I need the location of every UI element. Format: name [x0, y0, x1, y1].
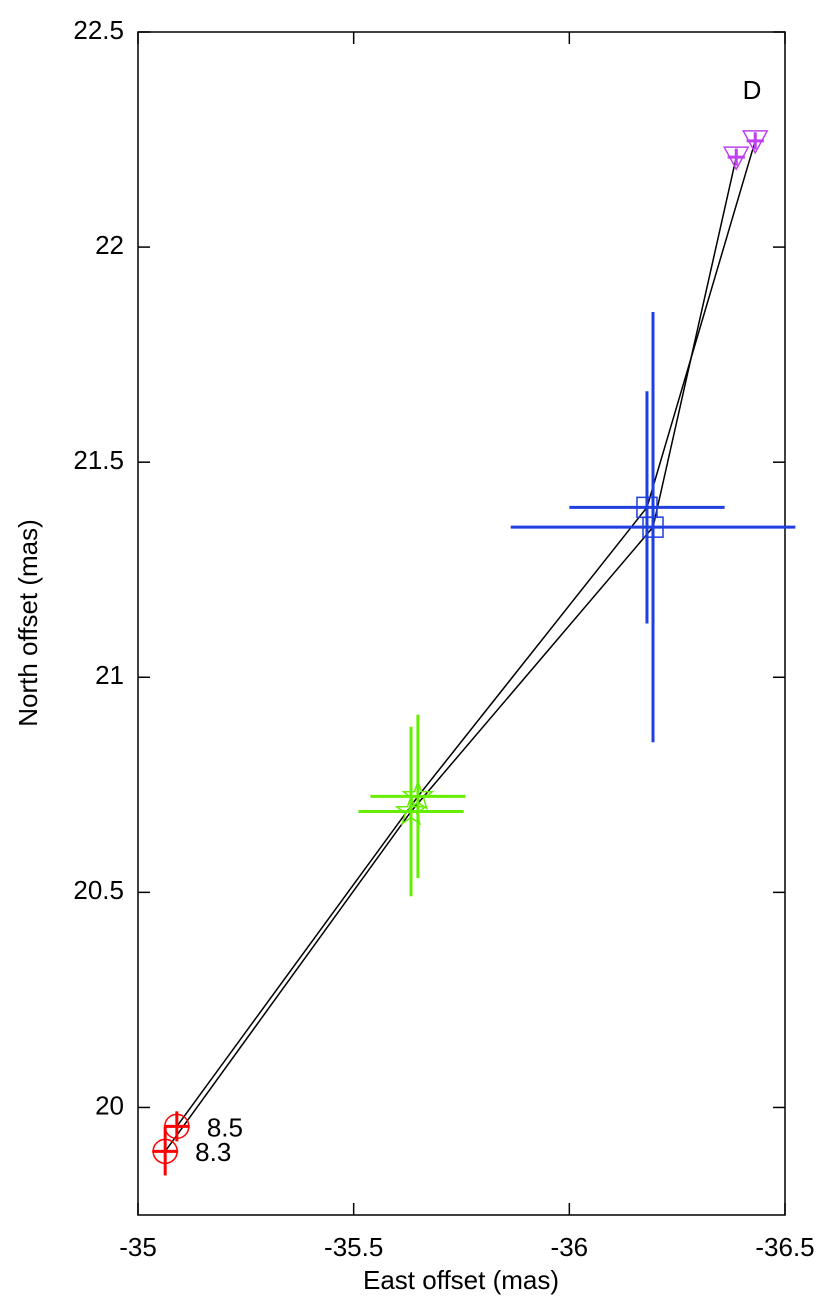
x-tick-label: -36 [551, 1232, 589, 1262]
series-label: 8.5 [207, 1112, 243, 1142]
track-line [176, 140, 756, 1127]
y-tick-label: 21 [95, 660, 124, 690]
y-tick-label: 22 [95, 230, 124, 260]
point [394, 794, 428, 826]
series-label: 8.3 [195, 1137, 231, 1167]
point [401, 779, 435, 811]
plot-frame [137, 31, 786, 1216]
point [152, 1138, 178, 1165]
x-tick-label: -35.5 [324, 1232, 383, 1262]
y-tick-label: 22.5 [73, 15, 124, 45]
annotation: D [743, 75, 762, 105]
point [741, 130, 769, 155]
y-tick-label: 20.5 [73, 875, 124, 905]
x-tick-label: -35 [119, 1232, 157, 1262]
y-axis-label: North offset (mas) [13, 519, 43, 727]
point [164, 1113, 190, 1140]
point [642, 516, 664, 538]
x-tick-label: -36.5 [755, 1232, 814, 1262]
x-axis-label: East offset (mas) [363, 1265, 559, 1295]
point [722, 146, 750, 171]
track-line [164, 157, 737, 1152]
y-tick-label: 20 [95, 1090, 124, 1120]
y-tick-label: 21.5 [73, 445, 124, 475]
